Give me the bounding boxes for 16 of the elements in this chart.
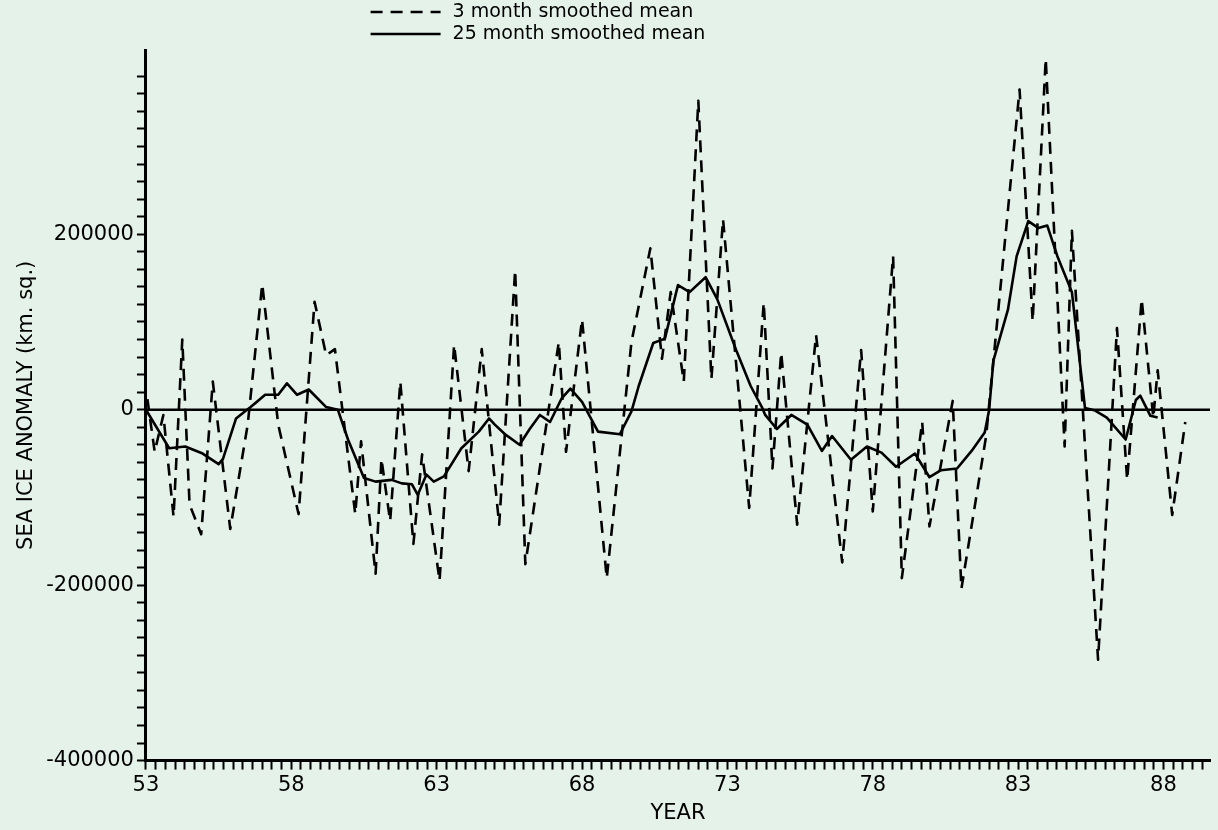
x-tick-label: 68 — [568, 771, 596, 796]
x-tick-label: 58 — [277, 771, 305, 796]
x-tick-label: 83 — [1004, 771, 1032, 796]
x-tick-label: 78 — [859, 771, 887, 796]
x-tick-label: 73 — [714, 771, 741, 796]
y-tick-label: 200000 — [53, 220, 134, 245]
x-tick-label: 63 — [423, 771, 451, 796]
y-axis-title: SEA ICE ANOMALY (km. sq.) — [13, 260, 38, 550]
x-tick-label: 88 — [1150, 771, 1177, 796]
x-tick-label: 53 — [132, 771, 160, 796]
legend-label: 3 month smoothed mean — [452, 0, 694, 21]
legend-label: 25 month smoothed mean — [452, 20, 706, 43]
x-axis-title: YEAR — [649, 799, 706, 824]
y-tick-label: -200000 — [46, 571, 134, 596]
y-tick-label: 0 — [120, 396, 134, 421]
y-tick-label: -400000 — [46, 747, 134, 772]
